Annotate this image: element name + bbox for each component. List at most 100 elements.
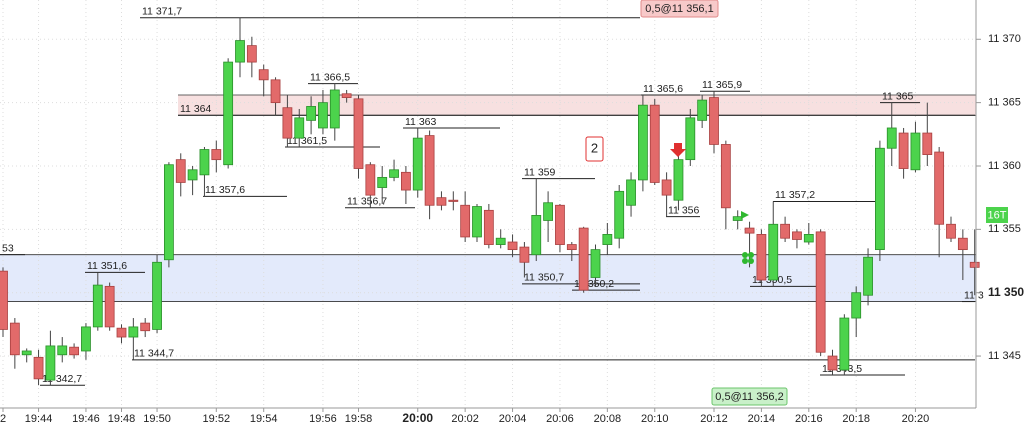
level-label: 11 351,6 <box>87 260 127 272</box>
signal-box <box>585 136 604 162</box>
x-tick-label: 20:16 <box>795 413 823 425</box>
cross-icon <box>742 252 754 264</box>
x-tick-label: 20:10 <box>641 413 669 425</box>
candle-body <box>519 246 530 263</box>
x-tick-label: 19:48 <box>108 413 136 425</box>
candle-body <box>602 234 613 245</box>
level-label: 11 371,7 <box>142 6 182 18</box>
candle-body <box>792 231 802 240</box>
candle-body <box>353 98 364 169</box>
level-label: 11 363 <box>405 116 436 128</box>
candle-body <box>531 215 542 256</box>
candle-body <box>412 137 423 191</box>
candle-body <box>886 127 897 149</box>
candle-body <box>863 256 873 296</box>
timeframe-box <box>986 207 1008 223</box>
candle-body <box>875 147 885 251</box>
level-label: 11 356,7 <box>347 196 387 208</box>
candle-body <box>21 350 32 356</box>
x-tick-label: 19:52 <box>203 413 231 425</box>
candle-body <box>768 223 779 281</box>
top-marker-box <box>640 0 719 18</box>
candle-body <box>614 190 625 239</box>
level-label: 53 <box>2 242 14 254</box>
level-label: 11 365,9 <box>702 79 742 91</box>
x-tick-label: 20:02 <box>451 413 479 425</box>
level-label: 11 356 <box>668 204 699 216</box>
candle-body <box>815 231 826 353</box>
candle-body <box>377 176 388 188</box>
x-tick-label: 19:56 <box>309 413 337 425</box>
level-label: 11 357,2 <box>775 189 815 201</box>
candle-body <box>57 345 68 356</box>
x-tick-label: 20:12 <box>700 413 728 425</box>
candle-body <box>732 216 743 221</box>
candle-body <box>389 169 399 178</box>
candle-body <box>400 171 411 191</box>
candle-body <box>175 159 186 183</box>
candle-body <box>69 346 79 356</box>
y-tick-label: 11 355 <box>988 223 1021 235</box>
candle-body <box>341 93 352 98</box>
candle-body <box>566 244 577 251</box>
x-tick-label: 20:18 <box>842 413 870 425</box>
candle-body <box>827 355 838 371</box>
candle-body <box>104 285 115 328</box>
candle-body <box>756 234 767 281</box>
candle-body <box>424 135 435 206</box>
level-label: 11 344,7 <box>134 348 174 360</box>
candle-body <box>33 356 44 380</box>
candle-body <box>507 241 518 251</box>
level-label: 11 359 <box>524 166 555 178</box>
y-tick-label: 11 360 <box>988 160 1021 172</box>
candle-body <box>235 40 245 63</box>
candle-body <box>839 317 850 371</box>
x-tick-label: 19:50 <box>143 413 171 425</box>
y-tick-label: 11 365 <box>988 97 1021 109</box>
buy-arrow <box>741 211 749 219</box>
candle-body <box>555 204 565 245</box>
x-tick-label: 20:20 <box>902 413 930 425</box>
candle-body <box>697 99 708 121</box>
candle-body <box>472 206 482 238</box>
candle-body <box>934 151 945 225</box>
candle-body <box>246 45 257 63</box>
candle-body <box>851 292 862 319</box>
level-label: 11 364 <box>180 103 211 115</box>
x-tick-label: 20:14 <box>748 413 776 425</box>
x-tick-label: 19:58 <box>345 413 373 425</box>
bottom-marker: 0,5@11 356,2 <box>715 391 783 403</box>
level-label: 11 357,6 <box>205 184 245 196</box>
candle-body <box>306 106 317 121</box>
candle-body <box>969 261 980 268</box>
candle-body <box>495 237 506 245</box>
candle-body <box>910 132 921 171</box>
zone <box>0 254 976 302</box>
x-tick-label: 19:46 <box>72 413 100 425</box>
x-tick-label: 20:04 <box>499 413 527 425</box>
level-label: 11 350,7 <box>524 272 564 284</box>
level-label: 11 366,5 <box>310 71 350 83</box>
candle-body <box>803 234 814 243</box>
x-tick-label: 20:06 <box>546 413 574 425</box>
y-tick-label: 11 370 <box>988 33 1021 45</box>
candle-body <box>590 249 601 278</box>
candle-body <box>720 144 731 209</box>
candle-body <box>460 204 471 238</box>
candle-body <box>282 107 293 139</box>
level-label: 11 365,6 <box>643 83 683 95</box>
x-tick-label: 19:44 <box>25 413 53 425</box>
candle-body <box>483 209 494 245</box>
candle-body <box>199 149 210 176</box>
candle-body <box>294 117 305 139</box>
candle-body <box>223 61 234 166</box>
candle-body <box>365 164 376 196</box>
candle-body <box>436 197 447 206</box>
x-tick-label: 2 <box>0 413 6 425</box>
candle-body <box>649 104 660 183</box>
candle-body <box>0 270 8 330</box>
timeframe: 16T <box>988 209 1007 221</box>
candle-body <box>318 102 328 129</box>
x-tick-label: 20:08 <box>594 413 622 425</box>
candle-body <box>128 326 139 338</box>
